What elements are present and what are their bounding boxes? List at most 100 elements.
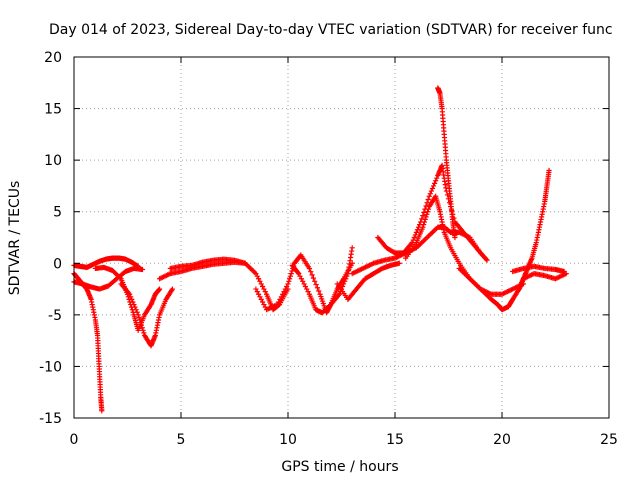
data-point xyxy=(310,275,317,281)
data-point xyxy=(342,278,348,284)
data-point xyxy=(295,269,301,276)
data-point xyxy=(421,209,427,215)
data-point xyxy=(431,180,438,186)
data-point xyxy=(420,224,426,230)
data-point xyxy=(287,273,294,279)
data-point xyxy=(425,206,432,212)
data-point xyxy=(419,216,425,222)
x-tick-label: 0 xyxy=(70,432,79,448)
data-point xyxy=(343,276,349,282)
data-point xyxy=(427,191,433,197)
data-point xyxy=(341,281,347,287)
data-point xyxy=(561,268,567,275)
data-point xyxy=(484,257,490,263)
series-track-d xyxy=(92,264,163,333)
data-point xyxy=(420,212,426,219)
data-point xyxy=(430,183,437,189)
gridlines xyxy=(74,57,609,418)
y-tick-label: 0 xyxy=(53,256,62,272)
data-point xyxy=(349,245,355,251)
data-point xyxy=(139,325,145,331)
data-point xyxy=(428,188,434,194)
y-tick-label: 20 xyxy=(44,50,62,66)
series-track-g xyxy=(167,256,291,313)
data-point xyxy=(99,408,105,414)
y-axis-label: SDTVAR / TECUs xyxy=(7,181,23,296)
data-point xyxy=(410,237,416,243)
data-point xyxy=(133,307,139,313)
data-point xyxy=(308,269,314,275)
data-marks xyxy=(71,85,569,414)
data-point xyxy=(411,234,417,241)
y-tick-label: 15 xyxy=(44,102,62,118)
series-track-n xyxy=(435,85,458,241)
data-point xyxy=(433,178,439,184)
data-point xyxy=(137,317,143,323)
data-point xyxy=(312,278,318,284)
data-point xyxy=(396,260,402,266)
data-point xyxy=(483,256,489,262)
data-point xyxy=(414,227,421,233)
data-point xyxy=(287,276,293,282)
series-track-b xyxy=(71,271,105,414)
data-point xyxy=(136,314,142,321)
data-point xyxy=(169,286,176,292)
data-point xyxy=(286,278,292,284)
data-point xyxy=(546,167,552,174)
axis-ticks: 0 5 10 15 20 25 -15 -10 -5 0 5 10 15 20 xyxy=(39,50,618,448)
data-point xyxy=(336,291,342,297)
data-point xyxy=(422,216,428,223)
data-point xyxy=(285,281,291,287)
y-tick-label: -5 xyxy=(48,308,62,324)
series-track-a xyxy=(71,255,141,271)
data-point xyxy=(139,266,146,273)
data-point xyxy=(157,286,163,292)
data-point xyxy=(313,281,319,288)
data-point xyxy=(131,301,137,308)
x-tick-label: 15 xyxy=(386,432,404,448)
y-tick-label: -10 xyxy=(39,359,62,375)
data-point xyxy=(429,185,436,192)
series-track-j xyxy=(334,260,402,302)
x-tick-label: 5 xyxy=(177,432,186,448)
y-tick-label: -15 xyxy=(39,411,62,427)
chart-title: Day 014 of 2023, Sidereal Day-to-day VTE… xyxy=(49,22,613,38)
x-axis-label: GPS time / hours xyxy=(281,459,398,475)
data-point xyxy=(141,330,147,336)
data-point xyxy=(452,234,458,241)
data-point xyxy=(425,196,431,203)
data-point xyxy=(344,273,350,279)
x-tick-label: 10 xyxy=(279,432,297,448)
data-point xyxy=(138,322,145,328)
data-point xyxy=(306,265,312,272)
y-tick-label: 10 xyxy=(44,153,62,169)
data-point xyxy=(132,304,138,310)
data-point xyxy=(425,209,431,215)
data-point xyxy=(129,296,135,302)
data-point xyxy=(434,175,440,181)
data-point xyxy=(424,211,430,217)
data-point xyxy=(421,222,427,228)
data-point xyxy=(316,288,322,294)
series-track-q xyxy=(510,263,567,275)
data-point xyxy=(423,214,429,220)
data-point xyxy=(309,272,315,278)
x-tick-label: 25 xyxy=(600,432,618,448)
series-track-e xyxy=(118,281,176,349)
data-point xyxy=(134,309,140,315)
series-track-i xyxy=(289,245,355,316)
data-point xyxy=(314,285,321,291)
data-point xyxy=(413,229,419,235)
data-point xyxy=(130,299,136,305)
data-point xyxy=(339,283,346,290)
y-tick-label: 5 xyxy=(53,205,62,221)
data-point xyxy=(135,312,141,318)
data-point xyxy=(138,319,144,326)
data-point xyxy=(128,294,134,300)
data-point xyxy=(426,193,432,199)
data-point xyxy=(288,271,294,277)
data-point xyxy=(421,219,428,225)
data-point xyxy=(140,327,146,333)
data-point xyxy=(424,200,430,206)
